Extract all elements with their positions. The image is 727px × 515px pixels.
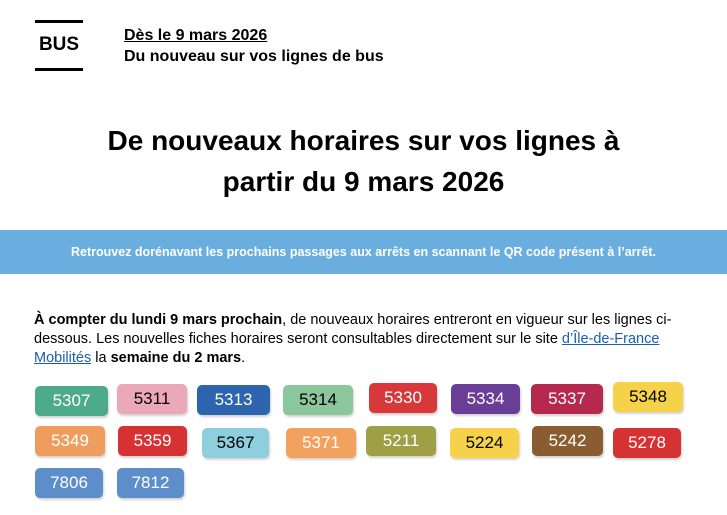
line-badge-5307: 5307: [35, 386, 108, 416]
intro-paragraph: À compter du lundi 9 mars prochain, de n…: [34, 311, 699, 368]
line-badge-5242: 5242: [532, 426, 603, 456]
intro-text-1: , de nouveaux horaires entreront en vigu…: [34, 312, 672, 347]
line-badge-5313: 5313: [197, 385, 270, 415]
line-badge-5211: 5211: [366, 426, 436, 456]
line-badge-5278: 5278: [613, 428, 681, 458]
info-banner: Retrouvez dorénavant les prochains passa…: [0, 230, 727, 274]
intro-lead: À compter du lundi 9 mars prochain: [34, 312, 283, 328]
line-badge-5371: 5371: [286, 428, 356, 458]
intro-text-2: la: [91, 350, 111, 366]
line-badge-5314: 5314: [283, 385, 353, 415]
line-badge-5224: 5224: [450, 428, 519, 458]
line-badge-5359: 5359: [118, 426, 187, 456]
line-badge-5334: 5334: [451, 384, 520, 414]
header-date: Dès le 9 mars 2026: [124, 27, 268, 44]
idfm-link[interactable]: d’Île-de-France Mobilités: [34, 331, 660, 366]
bus-logo: BUS: [35, 20, 83, 72]
line-badge-7812: 7812: [117, 468, 184, 498]
line-badge-5367: 5367: [202, 428, 269, 458]
logo-top-bar: [35, 20, 83, 23]
line-badge-5349: 5349: [35, 426, 105, 456]
title-line-1: De nouveaux horaires sur vos lignes à: [107, 125, 620, 156]
intro-week: semaine du 2 mars: [110, 350, 242, 366]
logo-bottom-bar: [35, 68, 83, 71]
logo-text: BUS: [38, 34, 80, 55]
line-badge-5348: 5348: [613, 382, 683, 412]
intro-end: .: [241, 350, 246, 366]
header-subtitle: Du nouveau sur vos lignes de bus: [124, 48, 384, 65]
page-title: De nouveaux horaires sur vos lignes à pa…: [0, 120, 727, 202]
line-badge-7806: 7806: [35, 468, 103, 498]
line-badge-5337: 5337: [531, 384, 603, 414]
line-badge-5311: 5311: [117, 384, 187, 414]
title-line-2: partir du 9 mars 2026: [222, 166, 505, 197]
line-badge-5330: 5330: [369, 383, 437, 413]
